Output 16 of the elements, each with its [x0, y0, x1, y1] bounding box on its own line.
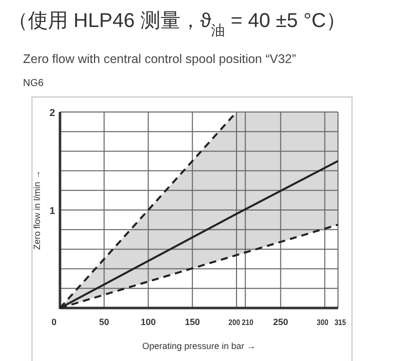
y-tick-label: 2 — [49, 108, 56, 119]
x-tick-label: 0 — [51, 317, 57, 327]
y-tick-label: 1 — [49, 206, 56, 217]
chart-subtitle: Zero flow with central control spool position “V32” — [23, 52, 296, 66]
x-axis-title: Operating pressure in bar → — [142, 341, 256, 351]
x-tick-label: 300 — [316, 318, 330, 327]
x-tick-label: 315 — [334, 318, 348, 327]
x-tick-label: 210 — [242, 318, 256, 327]
x-tick-label: 250 — [273, 317, 288, 327]
x-tick-label: 50 — [99, 317, 110, 327]
chart-title: （使用 HLP46 测量，ϑ$_{油}$ = 40 ±5 °C） — [8, 10, 346, 38]
x-tick-label: 100 — [140, 317, 156, 327]
x-tick-label: 200 — [228, 318, 242, 327]
y-axis-title: Zero flow in l/min → — [32, 170, 42, 250]
x-tick-label: 150 — [184, 317, 200, 327]
text: NG6 — [23, 78, 44, 89]
